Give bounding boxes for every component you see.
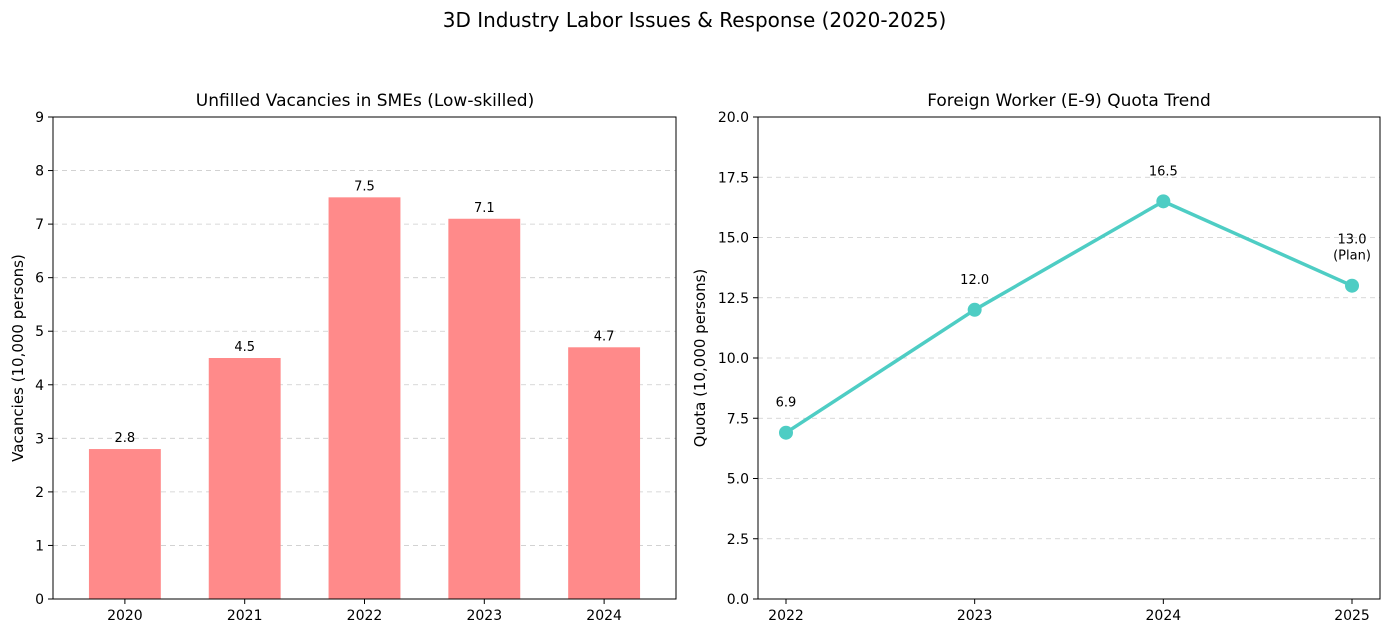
bar-data-label: 4.5 <box>234 340 255 355</box>
line-chart-x-tick-label: 2025 <box>1334 608 1370 624</box>
bar-chart-x-tick-label: 2024 <box>586 608 622 624</box>
line-series-quota <box>785 199 1353 435</box>
bar-2021 <box>208 358 281 599</box>
line-chart-y-tick-label: 2.5 <box>727 532 749 548</box>
bar-data-label: 7.5 <box>354 179 375 194</box>
line-chart-y-tick-label: 7.5 <box>727 411 749 427</box>
bar-chart-y-tick-label: 3 <box>35 431 44 447</box>
bar-chart-y-tick-label: 4 <box>35 378 44 394</box>
bar-2023 <box>448 218 521 599</box>
bar-chart-x-ticks: 2020 2021 2022 2023 2024 <box>107 599 622 624</box>
line-chart-ylabel: Quota (10,000 persons) <box>691 269 709 448</box>
line-chart-y-tick-label: 5.0 <box>727 472 749 488</box>
bar-chart-y-tick-label: 0 <box>35 592 44 608</box>
line-chart-x-ticks: 2022 2023 2024 2025 <box>768 599 1370 624</box>
bar-chart-y-tick-label: 8 <box>35 164 44 180</box>
bar-chart-y-tick-label: 6 <box>35 271 44 287</box>
bar-chart-frame <box>52 116 677 600</box>
line-chart-y-tick-label: 0.0 <box>727 592 749 608</box>
line-point-2022 <box>778 425 793 440</box>
line-data-label: 12.0 <box>960 273 989 288</box>
figure-title: 3D Industry Labor Issues & Response (202… <box>442 8 947 32</box>
bar-chart-vacancies: Unfilled Vacancies in SMEs (Low-skilled)… <box>9 91 677 624</box>
bar-chart-ylabel: Vacancies (10,000 persons) <box>9 254 27 462</box>
line-chart-x-tick-label: 2024 <box>1146 608 1182 624</box>
line-chart-y-tick-label: 20.0 <box>718 110 749 126</box>
bar-data-label: 4.7 <box>594 329 615 344</box>
bar-chart-x-tick-label: 2021 <box>227 608 263 624</box>
line-chart-x-tick-label: 2023 <box>957 608 993 624</box>
line-chart-y-tick-label: 17.5 <box>718 170 749 186</box>
line-chart-quota: Foreign Worker (E-9) Quota Trend Quota (… <box>691 91 1381 624</box>
line-chart-y-ticks: 0.0 2.5 5.0 7.5 10.0 12.5 15.0 17.5 20.0 <box>718 110 758 608</box>
bar-chart-x-tick-label: 2020 <box>107 608 143 624</box>
bar-chart-title: Unfilled Vacancies in SMEs (Low-skilled) <box>196 91 534 111</box>
bar-chart-y-ticks: 0 1 2 3 4 5 6 7 8 9 <box>35 110 53 608</box>
bar-chart-y-tick-label: 5 <box>35 324 44 340</box>
line-chart-gridlines <box>758 176 1380 540</box>
bar-chart-x-tick-label: 2023 <box>466 608 502 624</box>
line-point-2023 <box>967 302 982 317</box>
line-chart-y-tick-label: 15.0 <box>718 231 749 247</box>
bar-chart-y-tick-label: 7 <box>35 217 44 233</box>
bar-data-label: 7.1 <box>474 201 495 216</box>
bar-chart-bars <box>88 197 641 600</box>
line-data-label: 16.5 <box>1149 164 1178 179</box>
line-data-label: 13.0 <box>1338 233 1367 248</box>
line-point-2024 <box>1156 194 1171 209</box>
bar-chart-y-tick-label: 2 <box>35 485 44 501</box>
line-data-label: (Plan) <box>1333 249 1371 264</box>
line-chart-title: Foreign Worker (E-9) Quota Trend <box>927 91 1211 111</box>
line-data-label: 6.9 <box>776 396 797 411</box>
line-chart-frame <box>757 116 1381 600</box>
bar-data-label: 2.8 <box>115 431 136 446</box>
line-chart-x-tick-label: 2022 <box>768 608 804 624</box>
line-point-2025 <box>1345 278 1360 293</box>
line-chart-y-tick-label: 12.5 <box>718 291 749 307</box>
bar-2022 <box>328 197 401 600</box>
line-chart-data-labels: 6.9 12.0 16.5 13.0(Plan) <box>776 164 1371 410</box>
bar-chart-data-labels: 2.8 4.5 7.5 7.1 4.7 <box>115 179 615 446</box>
bar-2024 <box>568 347 641 599</box>
bar-chart-y-tick-label: 1 <box>35 538 44 554</box>
line-chart-y-tick-label: 10.0 <box>718 351 749 367</box>
bar-2020 <box>88 449 161 599</box>
line-chart-series <box>778 194 1360 440</box>
bar-chart-y-tick-label: 9 <box>35 110 44 126</box>
bar-chart-x-tick-label: 2022 <box>347 608 383 624</box>
